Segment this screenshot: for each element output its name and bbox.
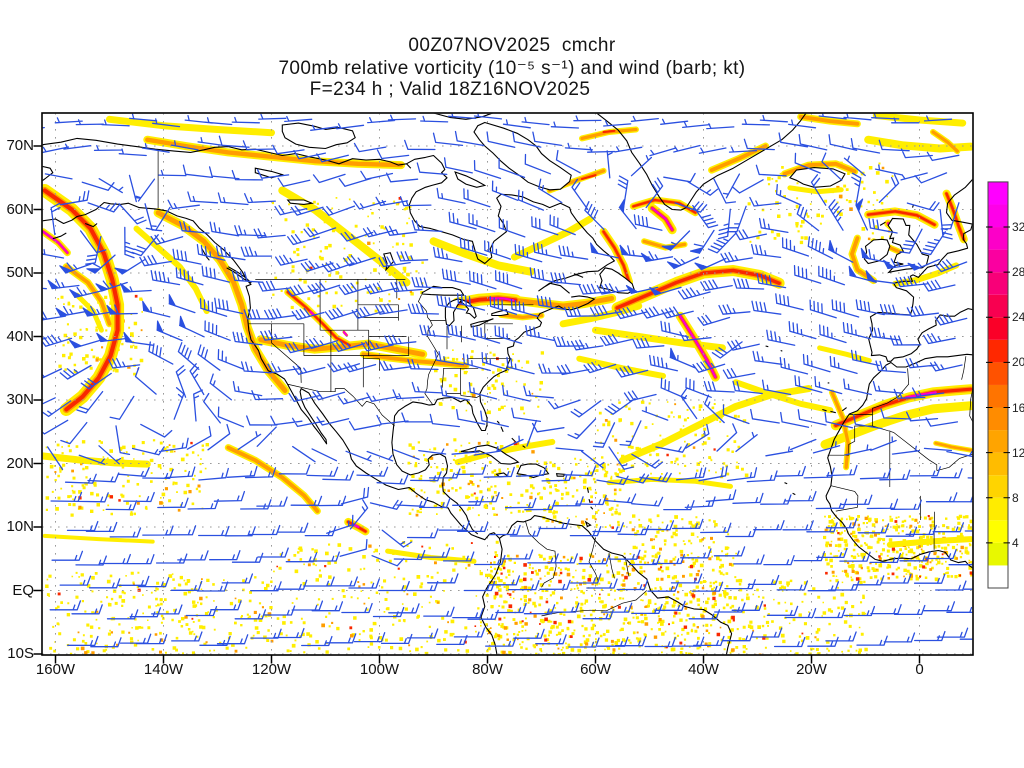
lat-tick-label-50N: 50N — [6, 264, 34, 281]
colorbar-segment — [988, 294, 1008, 318]
lat-tick-label-10N: 10N — [6, 518, 34, 535]
colorbar — [986, 181, 1010, 589]
lon-tick-label-80W: 80W — [472, 661, 503, 678]
islands-lakes — [254, 121, 930, 528]
colorbar-tick-label-8: 8 — [1012, 490, 1019, 505]
colorbar-segment — [988, 272, 1008, 295]
colorbar-segment — [988, 384, 1008, 408]
chart-title-field: 700mb relative vorticity (10⁻⁵ s⁻¹) and … — [278, 58, 746, 79]
colorbar-segment — [988, 181, 1008, 205]
lon-tick-label-100W: 100W — [359, 661, 400, 678]
colorbar-tick-label-28: 28 — [1012, 265, 1024, 280]
colorbar-segment — [988, 542, 1008, 566]
political-borders — [157, 149, 973, 617]
speckles-yellow — [45, 161, 973, 655]
colorbar-segment — [988, 430, 1008, 453]
colorbar-segment — [988, 407, 1008, 431]
colorbar-tick-label-32: 32 — [1012, 220, 1024, 235]
coast-path — [42, 113, 973, 655]
wind-barbs — [42, 113, 973, 648]
colorbar-tick-label-4: 4 — [1012, 535, 1019, 550]
colorbar-segment — [988, 565, 1008, 588]
lon-tick-label-140W: 140W — [143, 661, 184, 678]
vorticity-shading — [42, 113, 973, 655]
colorbar-tick-label-24: 24 — [1012, 310, 1024, 325]
lat-tick-label-30N: 30N — [6, 391, 34, 408]
lat-tick-label-10S: 10S — [7, 645, 34, 662]
lon-tick-label-160W: 160W — [35, 661, 76, 678]
colorbar-segment — [988, 317, 1008, 340]
colorbar-segment — [988, 227, 1008, 250]
lon-tick-label-20W: 20W — [796, 661, 827, 678]
colorbar-segment — [988, 249, 1008, 273]
lon-tick-label-120W: 120W — [251, 661, 292, 678]
coastlines — [42, 113, 973, 655]
lat-tick-label-60N: 60N — [6, 200, 34, 218]
chart-title-valid: F=234 h ; Valid 18Z16NOV2025 — [309, 79, 591, 100]
lat-tick-label-EQ: EQ — [12, 581, 34, 599]
colorbar-segment — [988, 362, 1008, 385]
lon-tick-label-40W: 40W — [688, 661, 719, 678]
colorbar-segment — [988, 339, 1008, 363]
lat-tick-label-70N: 70N — [6, 137, 34, 154]
lat-tick-label-40N: 40N — [6, 327, 34, 345]
colorbar-tick-label-16: 16 — [1012, 400, 1024, 415]
lat-tick-label-20N: 20N — [6, 454, 34, 472]
lon-tick-label-0: 0 — [915, 661, 924, 678]
colorbar-segment — [988, 475, 1008, 498]
colorbar-segment — [988, 452, 1008, 476]
chart-title-run: 00Z07NOV2025 cmchr — [408, 35, 616, 56]
colorbar-segment — [988, 497, 1008, 521]
vorticity-streak-layer — [42, 207, 937, 529]
colorbar-segment — [988, 520, 1008, 543]
colorbar-tick-label-20: 20 — [1012, 355, 1024, 370]
map-frame — [33, 112, 974, 664]
colorbar-segment — [988, 204, 1008, 228]
colorbar-tick-label-12: 12 — [1012, 445, 1024, 460]
lon-tick-label-60W: 60W — [580, 661, 611, 678]
